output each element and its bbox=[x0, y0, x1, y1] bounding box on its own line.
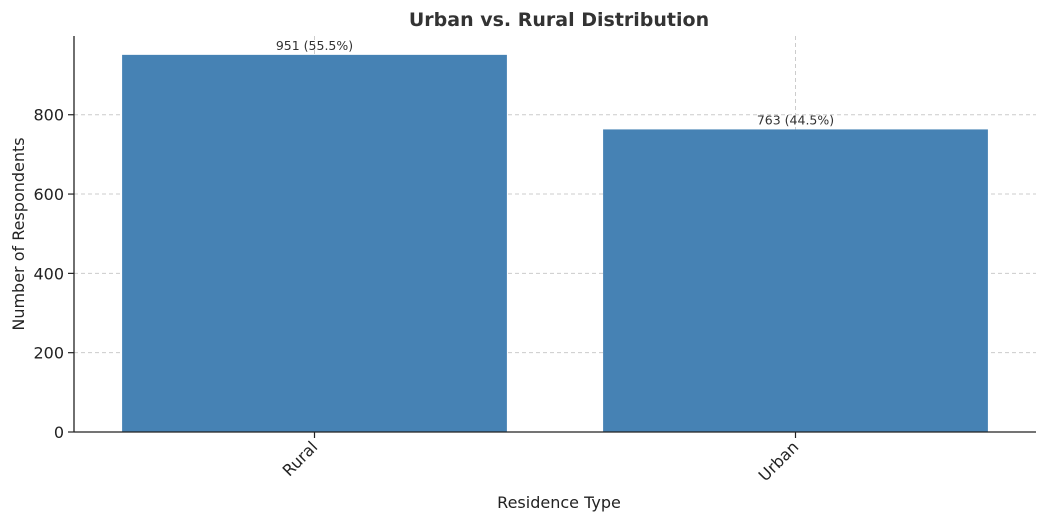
bar bbox=[603, 129, 988, 432]
x-tick-label: Urban bbox=[755, 437, 803, 485]
bar-value-label: 951 (55.5%) bbox=[276, 38, 353, 53]
y-axis-label: Number of Respondents bbox=[9, 137, 28, 330]
y-tick-label: 400 bbox=[33, 264, 64, 283]
chart-title: Urban vs. Rural Distribution bbox=[409, 9, 709, 31]
x-axis-ticks: Rural Urban bbox=[279, 432, 803, 485]
y-axis-ticks: 0 200 400 600 800 bbox=[33, 106, 74, 442]
bars bbox=[122, 54, 988, 432]
data-labels: 951 (55.5%) 763 (44.5%) bbox=[276, 38, 834, 128]
bar-value-label: 763 (44.5%) bbox=[757, 112, 834, 127]
bar bbox=[122, 54, 507, 432]
y-tick-label: 0 bbox=[54, 423, 64, 442]
y-tick-label: 800 bbox=[33, 106, 64, 125]
x-tick-label: Rural bbox=[279, 437, 322, 480]
y-tick-label: 600 bbox=[33, 185, 64, 204]
x-axis-label: Residence Type bbox=[497, 493, 621, 512]
y-tick-label: 200 bbox=[33, 344, 64, 363]
